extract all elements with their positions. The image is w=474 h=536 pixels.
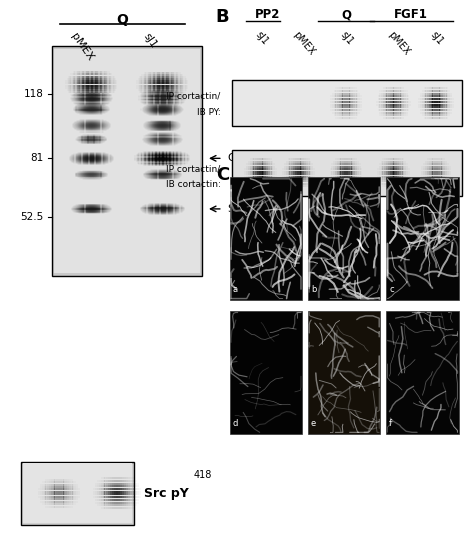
Bar xyxy=(308,311,380,434)
Text: pMEX: pMEX xyxy=(291,29,316,57)
Bar xyxy=(54,49,200,273)
Bar xyxy=(21,461,134,525)
Text: IP cortactin/: IP cortactin/ xyxy=(166,165,220,173)
Text: IB PY:: IB PY: xyxy=(197,108,220,117)
Text: Src: Src xyxy=(227,204,245,214)
Text: pMEX: pMEX xyxy=(386,29,411,57)
Text: sJ1: sJ1 xyxy=(428,29,445,47)
Text: b: b xyxy=(311,285,316,294)
Text: C: C xyxy=(216,166,229,184)
Text: sJ1: sJ1 xyxy=(338,29,355,47)
Text: B: B xyxy=(216,8,229,26)
Text: pMEX: pMEX xyxy=(69,31,95,63)
Bar xyxy=(232,80,462,126)
Bar xyxy=(386,311,459,434)
Text: 418: 418 xyxy=(193,470,212,480)
Bar xyxy=(386,177,459,300)
Bar xyxy=(230,311,302,434)
Text: d: d xyxy=(233,419,238,428)
Text: Q: Q xyxy=(117,13,128,27)
Bar xyxy=(23,463,132,523)
Text: FGF1: FGF1 xyxy=(394,8,428,21)
Text: Q: Q xyxy=(341,8,351,21)
Text: sJ1: sJ1 xyxy=(253,29,270,47)
Text: IB cortactin:: IB cortactin: xyxy=(165,181,220,189)
Bar xyxy=(52,46,202,276)
Text: c: c xyxy=(389,285,394,294)
Text: Cortactin: Cortactin xyxy=(227,153,278,163)
Text: Src pY: Src pY xyxy=(144,487,188,500)
Text: a: a xyxy=(233,285,238,294)
Text: sJ1: sJ1 xyxy=(142,31,159,50)
Text: PP2: PP2 xyxy=(255,8,281,21)
Text: IP cortactin/: IP cortactin/ xyxy=(166,92,220,101)
Text: e: e xyxy=(311,419,316,428)
Text: 52.5: 52.5 xyxy=(20,212,44,222)
Bar xyxy=(232,150,462,196)
Text: f: f xyxy=(389,419,392,428)
Bar xyxy=(230,177,302,300)
Text: 118: 118 xyxy=(24,89,44,99)
Bar xyxy=(308,177,380,300)
Text: 81: 81 xyxy=(30,153,44,163)
